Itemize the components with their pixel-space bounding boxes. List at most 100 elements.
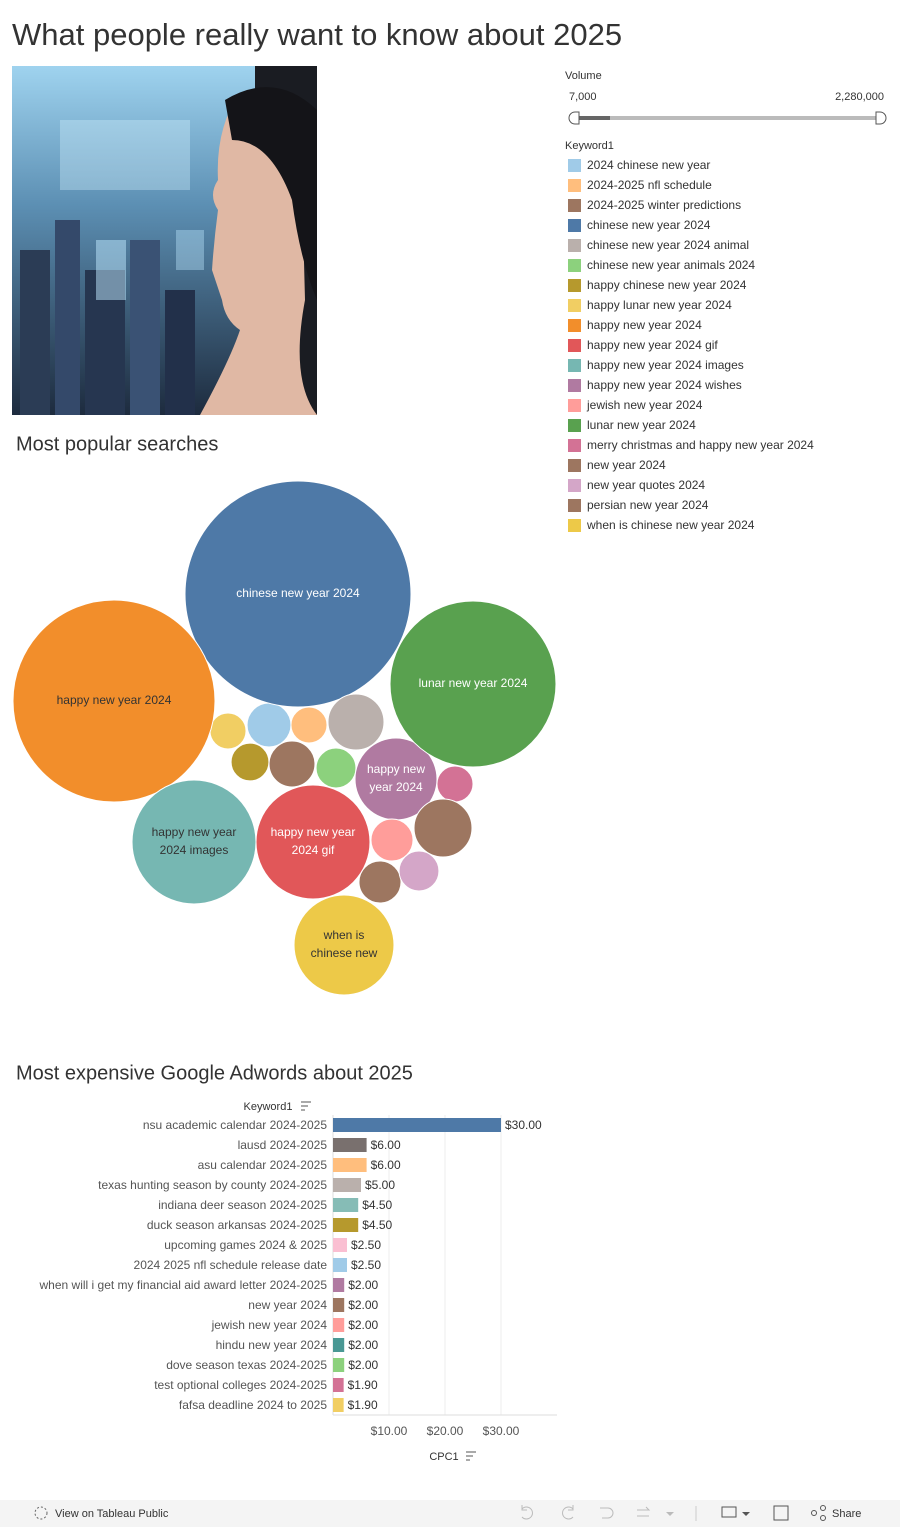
legend-swatch [568, 519, 581, 532]
legend-swatch [568, 259, 581, 272]
bubble [230, 742, 270, 782]
bar [333, 1178, 361, 1192]
legend-swatch [568, 319, 581, 332]
undo-icon[interactable] [521, 1505, 533, 1520]
dropdown[interactable] [666, 1512, 674, 1516]
bar [333, 1238, 347, 1252]
refresh-icon[interactable] [637, 1506, 651, 1517]
y-tick-label: upcoming games 2024 & 2025 [164, 1238, 327, 1252]
bubble [389, 600, 557, 768]
title: What people really want to know about 20… [12, 17, 622, 52]
filter-title: Volume [565, 70, 602, 82]
bubble [327, 693, 385, 751]
legend-swatch [568, 499, 581, 512]
bubble [358, 860, 402, 904]
device-icon[interactable] [721, 1506, 737, 1518]
bubble [184, 480, 412, 708]
legend-entry: jewish new year 2024 [586, 398, 703, 412]
value-label: $4.50 [362, 1198, 392, 1212]
bubble-label: chinese new year 2024 [236, 586, 360, 600]
legend-entry: chinese new year animals 2024 [587, 258, 755, 272]
legend-swatch [568, 219, 581, 232]
slider-fill [574, 116, 610, 120]
value-label: $30.00 [505, 1118, 542, 1132]
y-tick-label: new year 2024 [248, 1298, 327, 1312]
bar [333, 1278, 345, 1292]
bar [333, 1158, 367, 1172]
legend-entry: 2024 chinese new year [587, 158, 710, 172]
bar [333, 1138, 367, 1152]
y-axis-header: Keyword1 [244, 1101, 293, 1113]
filter-min: 7,000 [569, 91, 597, 103]
y-tick-label: test optional colleges 2024-2025 [154, 1378, 327, 1392]
revert-icon[interactable] [600, 1507, 614, 1519]
bar [333, 1258, 347, 1272]
bubble [290, 706, 328, 744]
legend-entry: happy new year 2024 gif [587, 338, 718, 352]
y-tick-label: texas hunting season by county 2024-2025 [98, 1178, 327, 1192]
legend-swatch [568, 199, 581, 212]
slider-handle[interactable] [568, 111, 580, 125]
bubble [131, 779, 257, 905]
bubble-label: 2024 gif [292, 843, 335, 857]
bubble [315, 747, 357, 789]
value-label: $4.50 [362, 1218, 392, 1232]
legend-swatch [568, 439, 581, 452]
bubble-label: 2024 images [160, 843, 229, 857]
bar [333, 1298, 345, 1312]
value-label: $2.00 [348, 1358, 378, 1372]
legend-swatch [568, 279, 581, 292]
legend-entry: chinese new year 2024 animal [587, 238, 749, 252]
y-tick-label: when will i get my financial aid award l… [39, 1278, 328, 1292]
legend-entry: lunar new year 2024 [587, 418, 696, 432]
bubble [268, 740, 316, 788]
bar-title: Most expensive Google Adwords about 2025 [16, 1062, 413, 1084]
bubble [413, 798, 473, 858]
legend-entry: happy chinese new year 2024 [587, 278, 747, 292]
value-label: $2.50 [351, 1238, 381, 1252]
share-button[interactable]: Share [832, 1508, 861, 1520]
value-label: $1.90 [348, 1398, 378, 1412]
legend-swatch [568, 339, 581, 352]
bar [333, 1378, 344, 1392]
bubble-label: happy new year [152, 825, 237, 839]
bubble [209, 712, 247, 750]
y-tick-label: 2024 2025 nfl schedule release date [134, 1258, 328, 1272]
legend-title: Keyword1 [565, 140, 614, 152]
x-axis-title: CPC1 [429, 1451, 458, 1463]
y-tick-label: hindu new year 2024 [216, 1338, 328, 1352]
redo-icon[interactable] [562, 1505, 574, 1520]
volume-filter: Volume 7,000 2,280,000 [565, 70, 887, 125]
bubble [436, 765, 474, 803]
bubble [293, 894, 395, 996]
bar [333, 1218, 359, 1232]
sort-icon[interactable] [466, 1451, 476, 1461]
slider-handle[interactable] [875, 111, 887, 125]
bubble [246, 702, 292, 748]
sort-icon[interactable] [301, 1101, 311, 1111]
bar [333, 1118, 501, 1132]
legend-entry: happy new year 2024 [587, 318, 702, 332]
legend-swatch [568, 299, 581, 312]
bubble [255, 784, 371, 900]
value-label: $6.00 [371, 1138, 401, 1152]
view-link[interactable]: View on Tableau Public [55, 1508, 169, 1520]
legend-entry: persian new year 2024 [587, 498, 709, 512]
fullscreen-icon[interactable] [773, 1505, 789, 1521]
legend-swatch [568, 239, 581, 252]
dropdown[interactable] [742, 1512, 750, 1516]
bar [333, 1318, 345, 1332]
bar [333, 1398, 344, 1412]
filter-max: 2,280,000 [835, 91, 884, 103]
legend-entry: 2024-2025 nfl schedule [587, 178, 712, 192]
y-tick-label: lausd 2024-2025 [238, 1138, 328, 1152]
legend-entry: happy new year 2024 wishes [587, 378, 742, 392]
bubble-label: happy new year 2024 [57, 693, 172, 707]
bubble-label: happy new year [271, 825, 356, 839]
y-tick-label: dove season texas 2024-2025 [166, 1358, 327, 1372]
x-tick-label: $30.00 [483, 1424, 520, 1438]
slider-track [574, 116, 880, 120]
y-tick-label: fafsa deadline 2024 to 2025 [179, 1398, 327, 1412]
legend-entry: new year 2024 [587, 458, 666, 472]
